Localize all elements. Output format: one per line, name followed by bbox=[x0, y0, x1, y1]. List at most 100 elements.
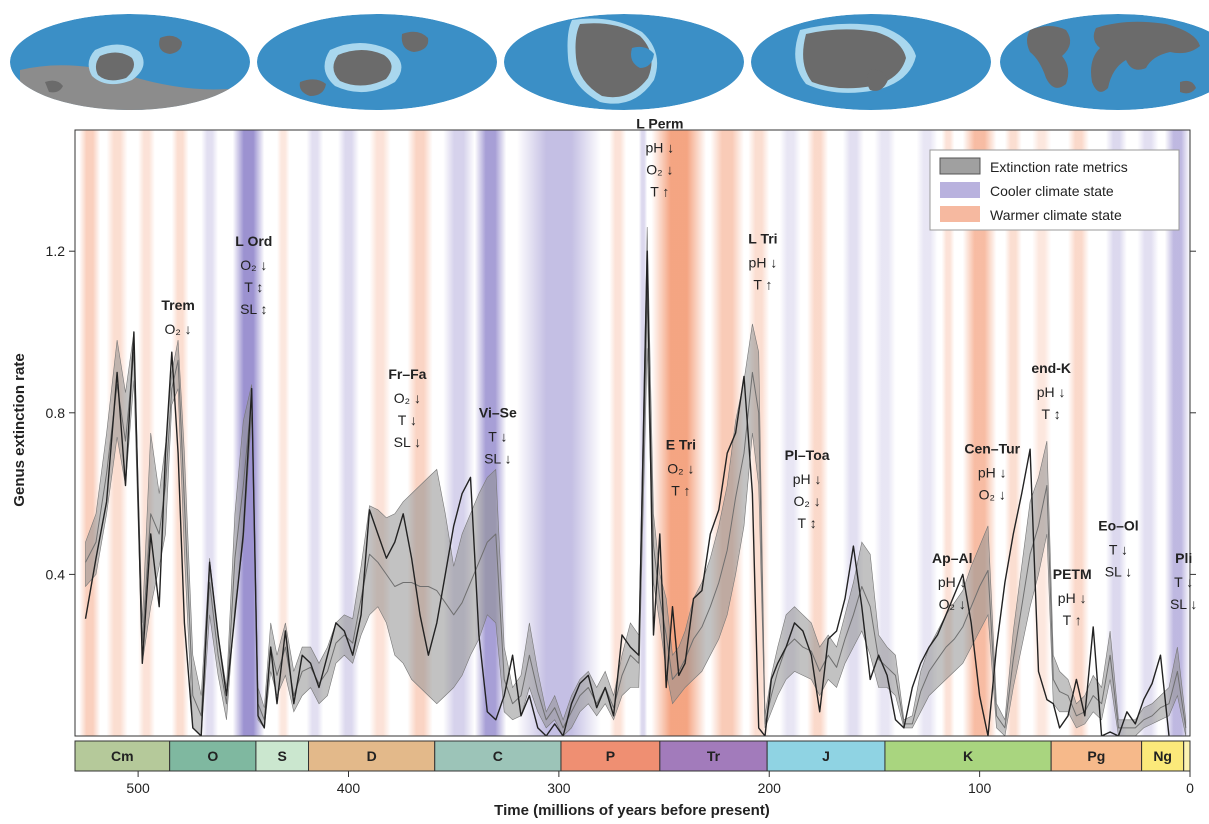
event-6: L Tri pH ↓ T ↑ bbox=[748, 231, 777, 293]
plot-area: Trem O₂ ↓ L Ord O₂ ↓ T ↕ SL ↕ Fr–Fa O₂ ↓ T ↓ SL ↓… bbox=[11, 116, 1197, 737]
event-name: Cen–Tur bbox=[964, 441, 1020, 457]
event-driver: T ↓ bbox=[1109, 541, 1128, 557]
event-driver: pH ↓ bbox=[645, 140, 674, 156]
event-driver: T ↓ bbox=[398, 412, 417, 428]
event-driver: pH ↓ bbox=[793, 471, 822, 487]
climate-bands bbox=[79, 130, 1190, 736]
globe-map-cambrian bbox=[10, 14, 250, 110]
period-box-K bbox=[884, 740, 1052, 772]
y-axis: 1.2 0.8 0.4 bbox=[46, 243, 1196, 582]
period-box-D bbox=[308, 740, 436, 772]
y-tick-label-2: 0.4 bbox=[46, 566, 66, 582]
climate-band-warm-27 bbox=[1032, 130, 1052, 736]
globe-map-present bbox=[1000, 14, 1209, 110]
x-tick-label-2: 300 bbox=[547, 780, 571, 796]
x-axis-title: Time (millions of years before present) bbox=[494, 802, 770, 819]
period-box-O bbox=[169, 740, 257, 772]
period-label-D: D bbox=[367, 748, 377, 764]
x-tick-label-0: 500 bbox=[126, 780, 150, 796]
event-name: Vi–Se bbox=[479, 404, 517, 420]
event-name: Pl–Toa bbox=[785, 447, 830, 463]
period-label-J: J bbox=[822, 748, 830, 764]
climate-band-cool-8 bbox=[337, 130, 360, 736]
event-name: Pli bbox=[1175, 550, 1192, 566]
period-label-P: P bbox=[606, 748, 615, 764]
period-box-S bbox=[255, 740, 310, 772]
event-1: L Ord O₂ ↓ T ↕ SL ↕ bbox=[235, 233, 272, 317]
event-driver: T ↕ bbox=[798, 515, 817, 531]
event-driver: SL ↓ bbox=[1170, 596, 1198, 612]
event-driver: O₂ ↓ bbox=[794, 493, 821, 509]
period-label-Tr: Tr bbox=[707, 748, 721, 764]
legend-label-band: Extinction rate metrics bbox=[990, 159, 1128, 175]
climate-band-cool-31 bbox=[1164, 130, 1190, 736]
event-driver: T ↑ bbox=[650, 184, 669, 200]
climate-band-cool-22 bbox=[874, 130, 896, 736]
x-tick-label-3: 200 bbox=[758, 780, 782, 796]
event-name: Fr–Fa bbox=[388, 366, 426, 382]
extinction-metric-line-b bbox=[84, 250, 1170, 736]
period-label-O: O bbox=[207, 748, 218, 764]
climate-band-warm-0 bbox=[79, 130, 101, 736]
event-driver: O₂ ↓ bbox=[646, 162, 673, 178]
legend-swatch-warm bbox=[940, 206, 980, 222]
event-driver: SL ↓ bbox=[1105, 563, 1133, 579]
event-driver: pH ↓ bbox=[1037, 384, 1066, 400]
period-label-Ng: Ng bbox=[1153, 748, 1172, 764]
event-13: Pli T ↓ SL ↓ bbox=[1170, 550, 1198, 612]
event-12: Eo–Ol T ↓ SL ↓ bbox=[1098, 517, 1138, 579]
event-8: Ap–Al pH ↓ O₂ ↓ bbox=[932, 550, 972, 612]
event-11: PETM pH ↓ T ↑ bbox=[1053, 566, 1092, 628]
period-label-S: S bbox=[278, 748, 287, 764]
climate-band-cool-4 bbox=[201, 130, 219, 736]
period-label-Pg: Pg bbox=[1087, 748, 1105, 764]
event-2: Fr–Fa O₂ ↓ T ↓ SL ↓ bbox=[388, 366, 426, 450]
legend-swatch-band bbox=[939, 157, 981, 175]
period-box-Tr bbox=[659, 740, 768, 772]
x-tick-label-5: 0 bbox=[1186, 780, 1194, 796]
climate-band-warm-24 bbox=[941, 130, 955, 736]
legend-swatch-cool bbox=[940, 182, 980, 198]
x-tick-label-4: 100 bbox=[968, 780, 992, 796]
period-label-Cm: Cm bbox=[111, 748, 134, 764]
period-box-Cm bbox=[74, 740, 171, 772]
event-driver: T ↑ bbox=[753, 277, 772, 293]
climate-band-cool-19 bbox=[779, 130, 801, 736]
event-name: L Perm bbox=[636, 116, 683, 132]
climate-band-warm-14 bbox=[609, 130, 627, 736]
event-driver: SL ↓ bbox=[394, 434, 422, 450]
legend: Extinction rate metrics Cooler climate s… bbox=[929, 149, 1180, 231]
climate-band-warm-26 bbox=[1004, 130, 1022, 736]
climate-band-cool-7 bbox=[306, 130, 324, 736]
extinction-events: Trem O₂ ↓ L Ord O₂ ↓ T ↕ SL ↕ Fr–Fa O₂ ↓ T ↓ SL ↓… bbox=[161, 116, 1197, 628]
event-driver: pH ↓ bbox=[978, 465, 1007, 481]
event-driver: T ↑ bbox=[671, 483, 690, 499]
event-driver: T ↕ bbox=[244, 279, 263, 295]
event-0: Trem O₂ ↓ bbox=[161, 297, 194, 337]
x-axis: 500 400 300 200 100 0 bbox=[126, 771, 1194, 796]
y-axis-title: Genus extinction rate bbox=[11, 353, 28, 506]
event-driver: SL ↕ bbox=[240, 301, 268, 317]
event-name: E Tri bbox=[666, 437, 696, 453]
event-5: E Tri O₂ ↓ T ↑ bbox=[666, 437, 696, 499]
period-box-recent bbox=[1183, 740, 1191, 772]
climate-band-warm-9 bbox=[369, 130, 391, 736]
event-driver: O₂ ↓ bbox=[164, 321, 191, 337]
period-label-C: C bbox=[493, 748, 503, 764]
event-name: PETM bbox=[1053, 566, 1092, 582]
legend-label-warm: Warmer climate state bbox=[990, 207, 1122, 223]
paleogeography-maps bbox=[10, 14, 1209, 110]
event-name: Trem bbox=[161, 297, 194, 313]
extinction-rate-band bbox=[85, 226, 1187, 736]
climate-band-cool-23 bbox=[916, 130, 938, 736]
geologic-period-bar: Cm O S D C P Tr J K Pg Ng bbox=[74, 740, 1191, 772]
event-driver: T ↓ bbox=[1174, 574, 1193, 590]
legend-label-cool: Cooler climate state bbox=[990, 183, 1114, 199]
period-label-K: K bbox=[963, 748, 973, 764]
extinction-series bbox=[84, 226, 1187, 736]
event-driver: T ↑ bbox=[1063, 612, 1082, 628]
event-name: end-K bbox=[1031, 360, 1071, 376]
x-tick-label-1: 400 bbox=[337, 780, 361, 796]
event-7: Pl–Toa pH ↓ O₂ ↓ T ↕ bbox=[785, 447, 830, 531]
globe-map-devonian bbox=[257, 14, 497, 110]
